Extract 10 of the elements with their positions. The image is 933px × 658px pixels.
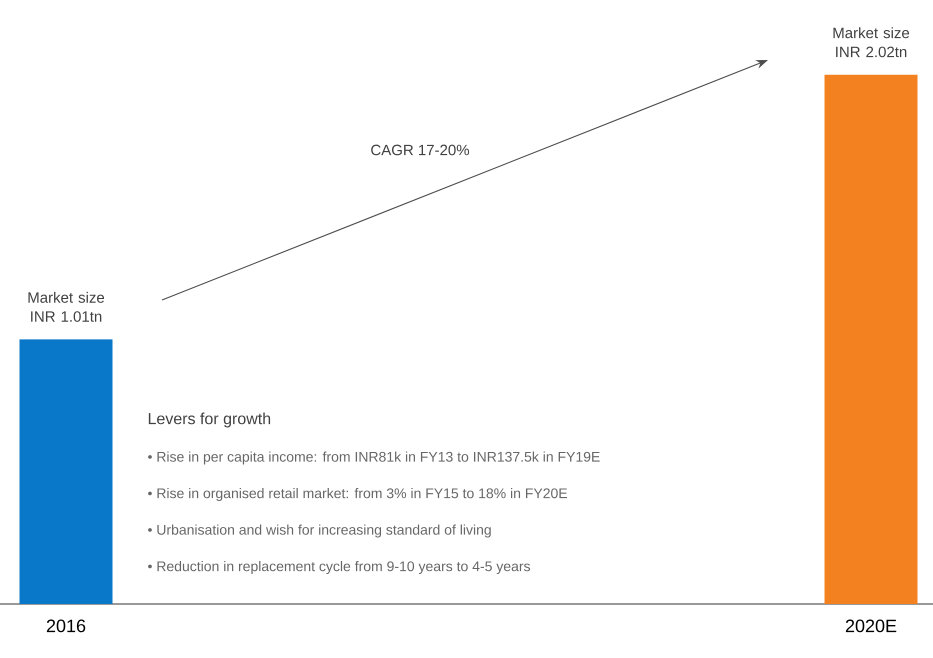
annotation: • Rise in organised retail market: from 3% in FY15 to 18% in FY20E — [148, 488, 568, 502]
annotation: • Urbanisation and wish for increasing standard of living — [148, 524, 491, 538]
annotation: • Reduction in replacement cycle from 9-10 years to 4-5 years — [148, 560, 530, 574]
annotation: CAGR 17-20% — [371, 144, 470, 156]
annotation: Levers for growth — [148, 412, 270, 428]
annotation: • Rise in per capita income: from INR81k in FY13 to INR137.5k in FY19E — [148, 451, 600, 465]
data-label: Market size INR 1.01tn — [28, 292, 104, 322]
x-tick-label: 2016 — [46, 620, 86, 632]
x-tick-label: 2020E — [846, 620, 896, 632]
data-label: Market size INR 2.02tn — [833, 27, 910, 58]
